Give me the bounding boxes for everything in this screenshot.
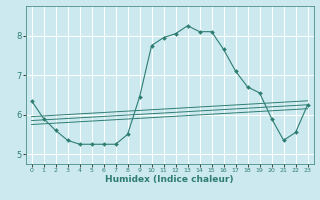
- X-axis label: Humidex (Indice chaleur): Humidex (Indice chaleur): [105, 175, 234, 184]
